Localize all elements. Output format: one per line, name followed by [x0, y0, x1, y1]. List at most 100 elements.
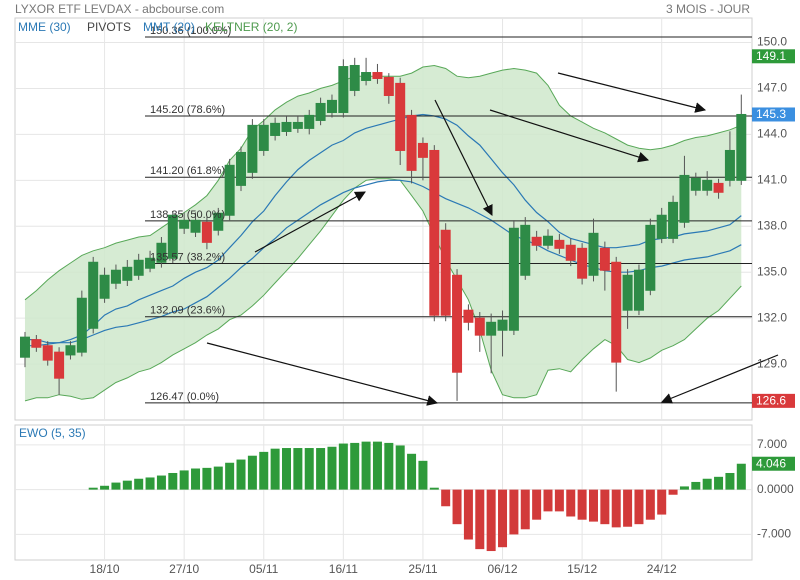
- ewo-bar: [407, 453, 417, 490]
- x-tick-label: 16/11: [329, 562, 358, 576]
- candle-body: [486, 321, 497, 336]
- y-tick-label: 144.0: [757, 127, 787, 141]
- x-tick-label: 24/12: [647, 562, 677, 576]
- ewo-bar: [304, 448, 314, 490]
- ewo-bar: [225, 462, 235, 490]
- candle-body: [42, 345, 53, 361]
- candle-body: [395, 82, 406, 151]
- candle-body: [645, 224, 656, 291]
- candle-body: [31, 339, 42, 348]
- candle-body: [633, 269, 644, 311]
- ewo-bar: [645, 489, 655, 520]
- ewo-bar: [600, 489, 610, 525]
- ewo-bar: [486, 489, 496, 552]
- pivot-label: 141.20 (61.8%): [150, 165, 225, 177]
- ewo-bar: [213, 466, 223, 490]
- y-tick-label: 7.000: [757, 437, 787, 451]
- candle-body: [656, 214, 667, 239]
- arrow: [254, 191, 366, 253]
- ewo-bar: [520, 489, 530, 530]
- ewo-bar: [168, 472, 178, 490]
- pivot-label: 126.47 (0.0%): [150, 391, 219, 403]
- pivot-label: 145.20 (78.6%): [150, 104, 225, 116]
- value-tag: [752, 456, 795, 471]
- ewo-bar: [668, 489, 678, 495]
- candle-body: [122, 266, 133, 281]
- ewo-bar: [623, 489, 633, 527]
- price-tag-label: 126.6: [756, 394, 786, 408]
- ewo-bar: [122, 480, 132, 490]
- ewo-bar: [509, 489, 519, 535]
- ewo-bar: [236, 459, 246, 490]
- ewo-bar: [372, 441, 382, 490]
- candle-body: [417, 142, 428, 158]
- price-tag-label: 149.1: [756, 49, 786, 63]
- ewo-bar: [714, 476, 724, 490]
- pivot-label: 132.09 (23.6%): [150, 305, 225, 317]
- candle-body: [508, 227, 519, 331]
- candle-body: [702, 179, 713, 191]
- legend-item: KELTNER (20, 2): [205, 20, 297, 34]
- ewo-bar: [384, 442, 394, 490]
- keltner-line: [24, 178, 742, 402]
- candle-body: [713, 182, 724, 193]
- candle-body: [668, 201, 679, 239]
- candle-body: [599, 247, 610, 271]
- candle-body: [19, 336, 30, 358]
- ewo-bar: [111, 482, 121, 490]
- legend-item: MME (30): [18, 20, 71, 34]
- candle-body: [213, 212, 224, 231]
- price-tag: [752, 49, 795, 64]
- pivot-label: 135.57 (38.2%): [150, 251, 225, 263]
- arrow: [434, 99, 493, 216]
- panel-title: EWO (5, 35): [19, 426, 86, 440]
- ewo-bar: [475, 489, 485, 550]
- x-tick-label: 15/12: [567, 562, 597, 576]
- ewo-bar: [679, 486, 689, 490]
- ewo-bar: [588, 489, 598, 522]
- y-tick-label: 138.0: [757, 218, 787, 232]
- candle-body: [65, 345, 76, 356]
- arrow: [489, 109, 650, 163]
- candle-body: [497, 319, 508, 331]
- ewo-bar: [611, 489, 621, 528]
- y-tick-label: 132.0: [757, 310, 787, 324]
- ewo-bar: [429, 487, 439, 490]
- candle-body: [88, 261, 99, 329]
- candle-body: [315, 102, 326, 121]
- x-tick-label: 27/10: [169, 562, 199, 576]
- value-tag-label: 4.046: [756, 456, 786, 470]
- ewo-bar: [202, 467, 212, 490]
- candle-body: [76, 297, 87, 353]
- keltner-line: [24, 64, 742, 301]
- candle-body: [270, 122, 281, 136]
- candle-body: [338, 66, 349, 113]
- candle-body: [54, 351, 65, 379]
- ewo-bar: [270, 448, 280, 490]
- candle-body: [236, 151, 247, 186]
- candle-body: [724, 149, 735, 181]
- ewo-bar: [725, 472, 735, 490]
- candle-body: [463, 309, 474, 323]
- candle-body: [304, 114, 315, 129]
- ewo-bar: [134, 478, 144, 490]
- pivot-label: 150.36 (100.0%): [150, 25, 231, 37]
- ewo-bar: [566, 489, 576, 517]
- ewo-bar: [259, 451, 269, 490]
- candle-body: [622, 274, 633, 311]
- candle-body: [281, 121, 292, 132]
- candle-body: [588, 232, 599, 276]
- moving-average-line: [25, 113, 742, 344]
- candle-body: [145, 257, 156, 269]
- ewo-bar: [293, 448, 303, 490]
- ewo-bar: [361, 441, 371, 490]
- arrow: [206, 342, 439, 406]
- y-tick-label: 147.0: [757, 81, 787, 95]
- annotation-arrows: [206, 72, 779, 406]
- candle-body: [372, 72, 383, 79]
- y-tick-label: -7.000: [757, 527, 791, 541]
- ewo-bar: [418, 460, 428, 490]
- period: 3 MOIS - JOUR: [666, 2, 750, 16]
- candle-body: [326, 99, 337, 113]
